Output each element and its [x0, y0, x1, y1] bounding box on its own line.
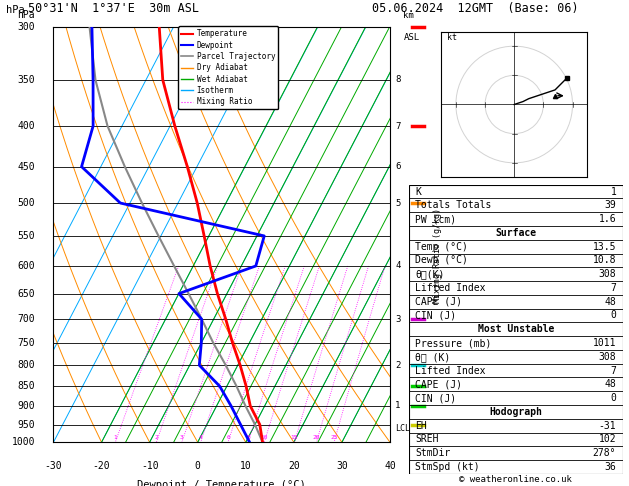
Text: 25: 25 — [330, 435, 338, 440]
Text: 4: 4 — [199, 435, 203, 440]
Text: 13.5: 13.5 — [593, 242, 616, 252]
Text: 20: 20 — [313, 435, 320, 440]
Text: 1.6: 1.6 — [599, 214, 616, 224]
Text: 4: 4 — [395, 261, 401, 270]
Text: Temp (°C): Temp (°C) — [415, 242, 468, 252]
Text: 39: 39 — [604, 200, 616, 210]
Text: Mixing Ratio (g/kg): Mixing Ratio (g/kg) — [433, 208, 442, 303]
Text: 7: 7 — [395, 122, 401, 131]
Text: CAPE (J): CAPE (J) — [415, 380, 462, 389]
Text: Dewp (°C): Dewp (°C) — [415, 256, 468, 265]
Text: 3: 3 — [180, 435, 184, 440]
Text: 7: 7 — [610, 365, 616, 376]
Text: km: km — [403, 12, 414, 20]
Text: 48: 48 — [604, 380, 616, 389]
Text: PW (cm): PW (cm) — [415, 214, 457, 224]
Text: 1: 1 — [395, 401, 401, 410]
Text: 850: 850 — [18, 381, 35, 391]
Text: © weatheronline.co.uk: © weatheronline.co.uk — [459, 474, 572, 484]
Text: Totals Totals: Totals Totals — [415, 200, 492, 210]
Text: 0: 0 — [610, 393, 616, 403]
Text: 308: 308 — [599, 269, 616, 279]
Text: 700: 700 — [18, 314, 35, 324]
Text: 1: 1 — [610, 187, 616, 196]
Text: 6: 6 — [226, 435, 230, 440]
Text: 1011: 1011 — [593, 338, 616, 348]
Text: Dewpoint / Temperature (°C): Dewpoint / Temperature (°C) — [137, 480, 306, 486]
Text: Most Unstable: Most Unstable — [477, 324, 554, 334]
Text: StmSpd (kt): StmSpd (kt) — [415, 462, 480, 472]
Text: 10: 10 — [240, 461, 252, 471]
Text: 550: 550 — [18, 231, 35, 241]
Text: CIN (J): CIN (J) — [415, 311, 457, 320]
Text: Hodograph: Hodograph — [489, 407, 542, 417]
Text: 05.06.2024  12GMT  (Base: 06): 05.06.2024 12GMT (Base: 06) — [372, 1, 578, 15]
Text: Pressure (mb): Pressure (mb) — [415, 338, 492, 348]
Text: StmDir: StmDir — [415, 448, 450, 458]
Text: LCL: LCL — [395, 424, 410, 434]
Text: 6: 6 — [395, 162, 401, 171]
Text: 650: 650 — [18, 289, 35, 298]
Text: 8: 8 — [247, 435, 250, 440]
Text: θᴄ(K): θᴄ(K) — [415, 269, 445, 279]
Text: 3: 3 — [395, 314, 401, 324]
Text: kt: kt — [447, 34, 457, 42]
Text: -20: -20 — [92, 461, 110, 471]
Text: 308: 308 — [599, 352, 616, 362]
Text: Lifted Index: Lifted Index — [415, 365, 486, 376]
Text: 800: 800 — [18, 360, 35, 370]
Text: 10: 10 — [260, 435, 268, 440]
Text: 0: 0 — [195, 461, 201, 471]
Text: 950: 950 — [18, 419, 35, 430]
Text: CAPE (J): CAPE (J) — [415, 297, 462, 307]
Text: 48: 48 — [604, 297, 616, 307]
Text: -10: -10 — [141, 461, 159, 471]
Text: 36: 36 — [604, 462, 616, 472]
Text: 8: 8 — [395, 75, 401, 85]
Text: Lifted Index: Lifted Index — [415, 283, 486, 293]
Text: EH: EH — [415, 421, 427, 431]
Text: 0: 0 — [610, 311, 616, 320]
Text: K: K — [415, 187, 421, 196]
Text: 102: 102 — [599, 434, 616, 444]
Text: 600: 600 — [18, 261, 35, 271]
Text: 450: 450 — [18, 162, 35, 172]
Text: 1: 1 — [113, 435, 117, 440]
Text: 10.8: 10.8 — [593, 256, 616, 265]
Legend: Temperature, Dewpoint, Parcel Trajectory, Dry Adiabat, Wet Adiabat, Isotherm, Mi: Temperature, Dewpoint, Parcel Trajectory… — [179, 26, 279, 109]
Text: 15: 15 — [291, 435, 298, 440]
Text: -31: -31 — [599, 421, 616, 431]
Text: 40: 40 — [384, 461, 396, 471]
Text: ASL: ASL — [403, 33, 420, 42]
Text: 750: 750 — [18, 338, 35, 348]
Text: 278°: 278° — [593, 448, 616, 458]
Text: 300: 300 — [18, 22, 35, 32]
Text: 50°31'N  1°37'E  30m ASL: 50°31'N 1°37'E 30m ASL — [28, 1, 199, 15]
Text: 5: 5 — [395, 199, 401, 208]
Text: 30: 30 — [336, 461, 348, 471]
Text: 1000: 1000 — [11, 437, 35, 447]
Text: 2: 2 — [395, 361, 401, 370]
Text: SREH: SREH — [415, 434, 439, 444]
Text: θᴄ (K): θᴄ (K) — [415, 352, 450, 362]
Text: -30: -30 — [45, 461, 62, 471]
Text: 500: 500 — [18, 198, 35, 208]
Text: 7: 7 — [610, 283, 616, 293]
Text: CIN (J): CIN (J) — [415, 393, 457, 403]
Text: 900: 900 — [18, 401, 35, 411]
Text: 2: 2 — [155, 435, 159, 440]
Text: 400: 400 — [18, 121, 35, 131]
Text: hPa: hPa — [6, 4, 25, 15]
Text: hPa: hPa — [18, 11, 35, 20]
Text: 350: 350 — [18, 75, 35, 85]
Text: Surface: Surface — [495, 228, 537, 238]
Text: 20: 20 — [288, 461, 299, 471]
